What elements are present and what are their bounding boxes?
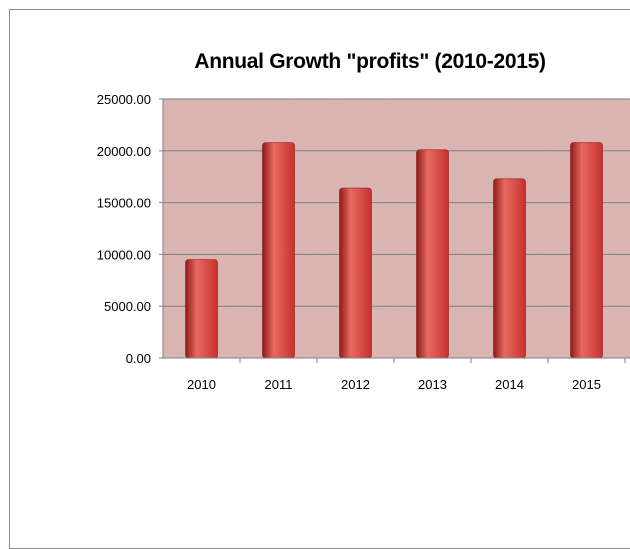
chart-title: Annual Growth "profits" (2010-2015) xyxy=(194,50,546,73)
x-tick-label: 2010 xyxy=(187,377,216,392)
x-tick-label: 2015 xyxy=(572,377,601,392)
y-tick-label: 15000.00 xyxy=(97,196,151,211)
y-tick-label: 25000.00 xyxy=(97,92,151,107)
y-tick-label: 0.00 xyxy=(126,351,151,366)
plot-area xyxy=(163,99,630,358)
bar-2012 xyxy=(339,187,372,359)
bar-2014 xyxy=(493,178,526,359)
x-tick-label: 2011 xyxy=(265,377,293,392)
bar-2015 xyxy=(570,142,603,359)
y-tick-label: 10000.00 xyxy=(97,247,151,262)
bar-chart: 0.00 5000.00 10000.00 15000.00 20000.00 25000… xyxy=(97,92,630,392)
bar-2010 xyxy=(185,259,218,359)
x-tick-label: 2013 xyxy=(418,377,447,392)
bar-2011 xyxy=(262,142,295,359)
x-tick-label: 2014 xyxy=(495,377,524,392)
y-tick-label: 5000.00 xyxy=(104,299,151,314)
x-tick-label: 2012 xyxy=(341,377,370,392)
bar-2013 xyxy=(416,149,449,359)
y-tick-label: 20000.00 xyxy=(97,144,151,159)
